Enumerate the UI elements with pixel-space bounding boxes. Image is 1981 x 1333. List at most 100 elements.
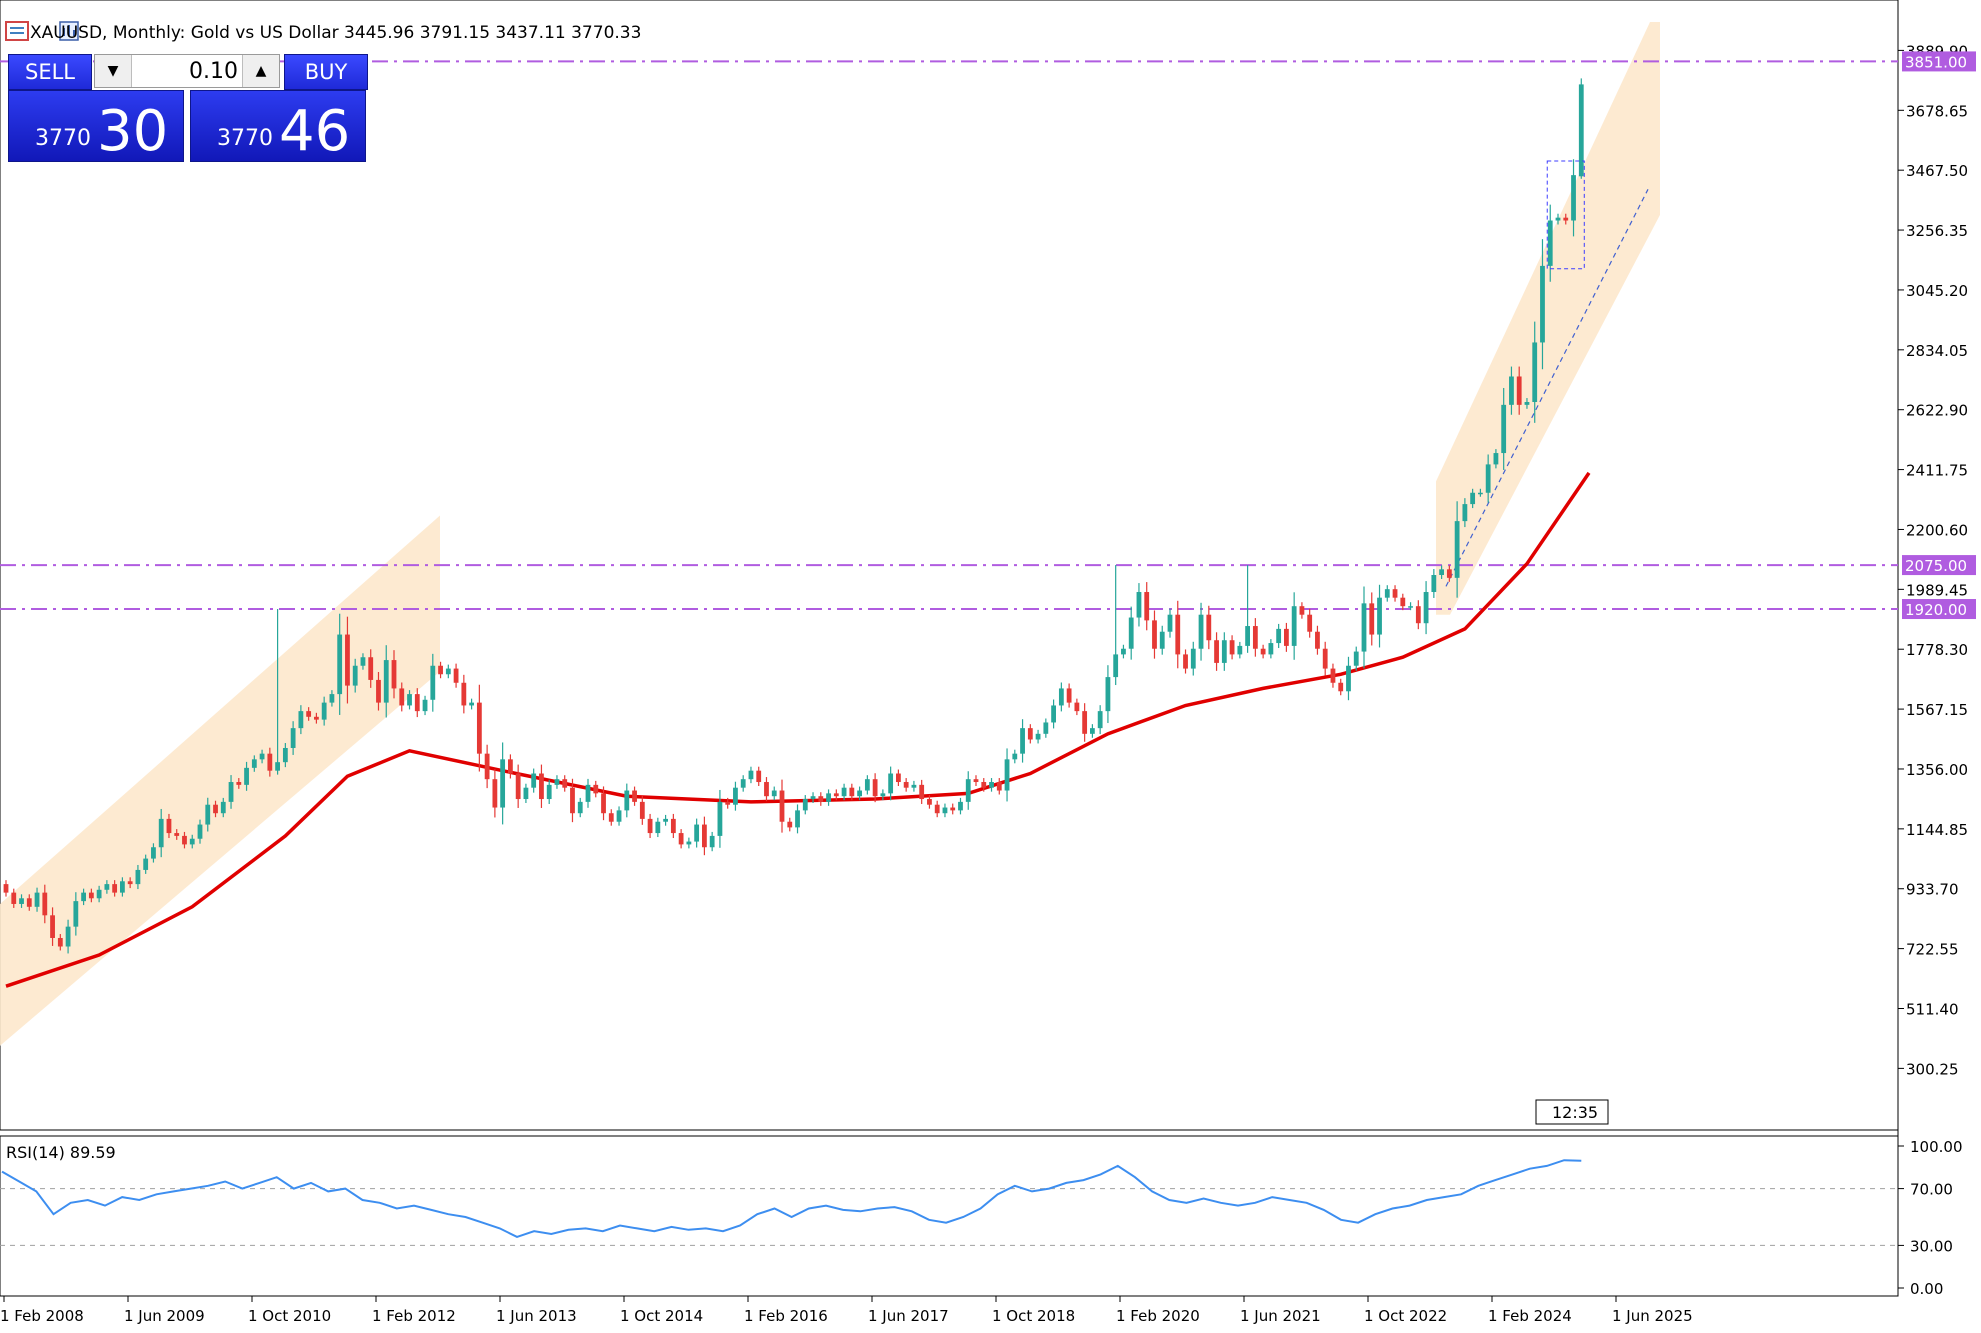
candle-body	[197, 824, 203, 839]
level-badge-text-1: 2075.00	[1905, 557, 1967, 575]
lot-up-icon[interactable]: ▲	[242, 55, 279, 87]
candle-body	[1299, 606, 1305, 615]
candle-body	[135, 869, 141, 885]
candle-body	[19, 898, 24, 904]
candlesticks	[3, 78, 1584, 954]
candle-body	[655, 821, 661, 834]
lot-down-icon[interactable]: ▼	[95, 55, 132, 87]
time-tick-label: 1 Feb 2024	[1488, 1307, 1572, 1325]
candle-body	[1229, 640, 1235, 655]
price-tick-label: 722.55	[1906, 941, 1959, 959]
time-tick-label: 1 Feb 2008	[0, 1307, 84, 1325]
price-tick-label: 2200.60	[1906, 521, 1968, 539]
candle-body	[1035, 733, 1041, 740]
candle-body	[1400, 597, 1406, 607]
candle-body	[996, 782, 1002, 791]
candle-body	[546, 784, 552, 800]
candle-body	[1384, 589, 1390, 598]
candle-body	[508, 759, 513, 774]
candle-body	[244, 767, 249, 785]
candle-body	[383, 660, 389, 703]
candle-body	[911, 784, 917, 788]
candle-body	[927, 799, 932, 805]
candle-body	[1066, 688, 1072, 703]
candle-body	[787, 821, 793, 828]
candle-body	[143, 858, 149, 870]
candle-body	[376, 679, 381, 703]
candle-body	[857, 790, 862, 797]
candle-body	[453, 668, 459, 683]
candle-body	[65, 926, 71, 947]
candle-body	[515, 773, 521, 800]
candle-body	[733, 787, 738, 805]
candle-body	[678, 833, 684, 845]
rsi-tick-label: 100.00	[1910, 1138, 1963, 1156]
candle-body	[1237, 645, 1243, 655]
lot-size-stepper[interactable]: ▼ ▲	[94, 54, 280, 88]
time-tick-label: 1 Oct 2022	[1364, 1307, 1447, 1325]
candle-body	[1058, 688, 1064, 706]
candle-body	[368, 657, 374, 680]
candle-body	[500, 759, 506, 808]
time-badge: 12:35	[1535, 1099, 1609, 1125]
sell-price-display[interactable]: 3770 30	[8, 90, 184, 163]
candle-body	[104, 884, 110, 890]
candle-body	[1516, 376, 1522, 405]
candle-body	[1509, 376, 1514, 405]
buy-price-big: 46	[279, 99, 351, 164]
price-tick-label: 300.25	[1906, 1060, 1959, 1078]
candle-body	[1571, 175, 1576, 221]
candle-body	[1284, 628, 1289, 646]
candle-body	[639, 801, 645, 819]
candle-body	[3, 884, 9, 893]
time-tick-label: 1 Feb 2016	[744, 1307, 828, 1325]
candle-body	[492, 779, 498, 808]
level-price-badges: 3851.00 2075.00 1920.00	[1902, 51, 1976, 620]
candle-body	[189, 838, 195, 845]
candle-body	[1470, 492, 1476, 505]
candle-body	[896, 773, 901, 783]
candle-body	[1144, 592, 1150, 621]
candle-body	[120, 881, 125, 893]
candle-body	[1532, 342, 1538, 403]
candle-body	[205, 804, 211, 825]
channel-2008-2012	[0, 515, 440, 1046]
candle-body	[1012, 753, 1018, 760]
candle-body	[1206, 614, 1212, 641]
candle-body	[709, 835, 715, 848]
chart-menu-icon[interactable]	[5, 21, 29, 41]
price-tick-label: 511.40	[1906, 1000, 1959, 1018]
candle-body	[1555, 217, 1561, 221]
price-tick-label: 3467.50	[1906, 162, 1968, 180]
candle-body	[1090, 728, 1095, 734]
candle-body	[585, 784, 591, 802]
svg-text:12:35: 12:35	[1552, 1103, 1598, 1122]
candle-body	[1322, 648, 1328, 669]
price-tick-label: 2834.05	[1906, 342, 1968, 360]
rsi-title: RSI(14) 89.59	[6, 1143, 116, 1162]
rsi-tick-label: 70.00	[1910, 1181, 1953, 1199]
buy-button[interactable]: BUY	[284, 54, 368, 90]
candle-body	[1082, 711, 1088, 734]
candle-body	[903, 782, 909, 788]
candle-body	[88, 892, 94, 899]
candle-body	[42, 892, 48, 916]
price-tick-label: 3256.35	[1906, 222, 1968, 240]
buy-price-display[interactable]: 3770 46	[190, 90, 366, 164]
chart-mode-icon[interactable]	[59, 21, 79, 41]
candle-body	[314, 716, 319, 720]
rsi-tick-label: 0.00	[1910, 1280, 1943, 1298]
candle-body	[1315, 631, 1320, 649]
lot-size-input[interactable]	[132, 55, 242, 87]
candle-body	[764, 782, 769, 797]
candle-body	[950, 807, 956, 811]
candle-body	[1423, 592, 1429, 624]
candle-body	[422, 699, 428, 712]
time-tick-label: 1 Jun 2021	[1240, 1307, 1321, 1325]
sell-button[interactable]: SELL	[8, 54, 92, 90]
candle-body	[1004, 759, 1010, 791]
candle-body	[942, 807, 948, 814]
candle-body	[779, 790, 785, 822]
